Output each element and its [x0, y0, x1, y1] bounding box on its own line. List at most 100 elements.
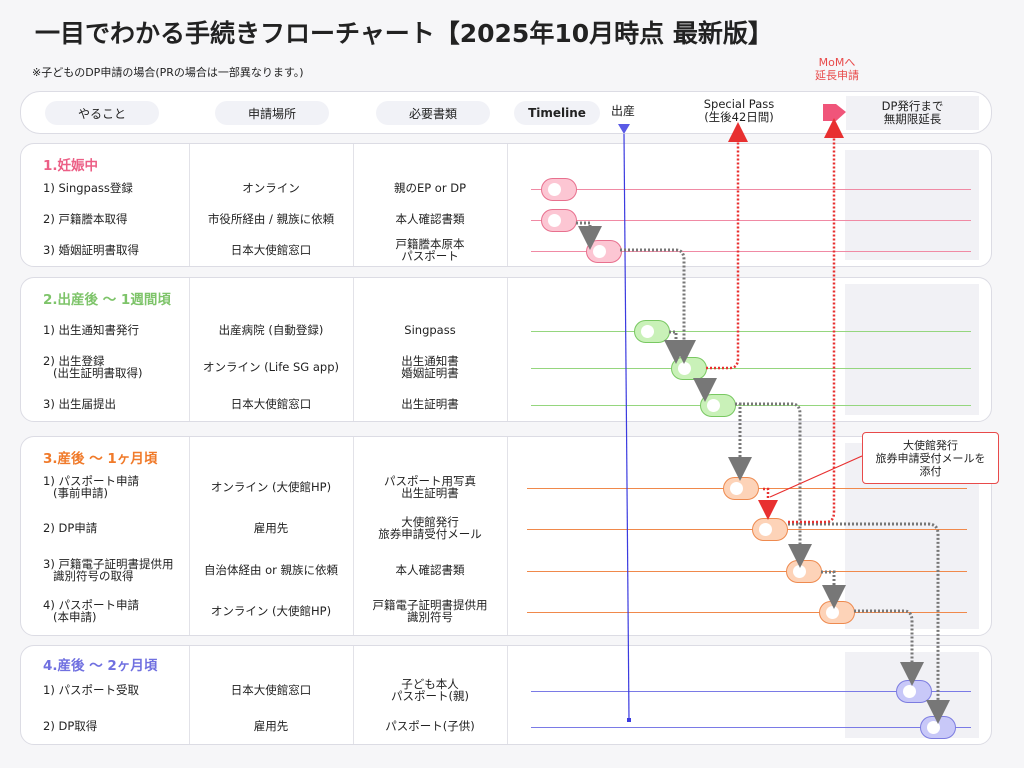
place-text: 市役所経由 / 親族に依頼 — [207, 212, 335, 226]
docs-text: 出生証明書 — [401, 486, 459, 500]
column-divider — [189, 144, 190, 266]
todo-text: 1) Singpass登録 — [43, 181, 133, 195]
header-timeline: Timeline — [514, 101, 600, 125]
row-docs: 戸籍電子証明書提供用 識別符号 — [353, 599, 507, 623]
step-marker[interactable] — [541, 209, 577, 232]
flow-arrow — [735, 402, 812, 568]
row-todo: 2) DP申請 — [43, 522, 97, 534]
place-text: 自治体経由 or 親族に依頼 — [203, 563, 339, 577]
docs-text: 旅券申請受付メール — [378, 527, 482, 541]
callout-to-dp-arrow — [758, 487, 778, 520]
flow-arrow — [854, 609, 924, 686]
column-divider — [507, 278, 508, 421]
docs-text: 出生証明書 — [401, 397, 459, 411]
dp-extension-line: DP発行まで — [881, 99, 944, 113]
row-docs: Singpass — [353, 324, 507, 336]
place-text: オンライン (Life SG app) — [202, 360, 340, 374]
row-todo: 2) DP取得 — [43, 720, 97, 732]
todo-text: 2) 出生登録 — [43, 354, 105, 368]
section-title: 2.出産後 〜 1週間頃 — [43, 292, 171, 308]
docs-text: 識別符号 — [407, 610, 453, 624]
place-text: オンライン (大使館HP) — [210, 480, 332, 494]
docs-text: 親のEP or DP — [393, 181, 467, 195]
row-place: 雇用先 — [189, 522, 353, 534]
row-docs: 出生通知書 婚姻証明書 — [353, 355, 507, 379]
row-docs: 出生証明書 — [353, 398, 507, 410]
row-place: オンライン (大使館HP) — [189, 481, 353, 493]
row-docs: 本人確認書類 — [353, 564, 507, 576]
callout-line: 大使館発行 — [903, 439, 958, 452]
birth-timeline-axis — [623, 133, 630, 721]
row-place: 日本大使館窓口 — [189, 398, 353, 410]
docs-text: パスポート用写真 — [384, 474, 476, 488]
timeline-track — [531, 189, 971, 190]
step-marker[interactable] — [541, 178, 577, 201]
column-divider — [507, 144, 508, 266]
mom-extension-label: MoMへ 延長申請 — [800, 56, 874, 82]
column-divider — [353, 278, 354, 421]
header-bar: やること 申請場所 必要書類 Timeline 出産 Special Pass(… — [20, 91, 992, 134]
docs-text: 戸籍謄本原本 — [395, 237, 465, 251]
row-place: オンライン (大使館HP) — [189, 605, 353, 617]
todo-text: 2) DP取得 — [43, 719, 98, 733]
extension-zone — [845, 284, 979, 415]
docs-text: パスポート — [401, 249, 459, 263]
column-divider — [189, 646, 190, 744]
mom-label-line: MoMへ — [818, 56, 856, 69]
place-text: 出産病院 (自動登録) — [218, 323, 324, 337]
section-2: 2.出産後 〜 1週間頃 1) 出生通知書発行 出産病院 (自動登録) Singpas… — [20, 277, 992, 422]
row-todo: 3) 婚姻証明書取得 — [43, 244, 139, 256]
row-docs: 親のEP or DP — [353, 182, 507, 194]
page-title: 一目でわかる手続きフローチャート【2025年10月時点 最新版】 — [35, 19, 773, 48]
todo-text: 2) 戸籍謄本取得 — [43, 212, 128, 226]
row-todo: 2) 戸籍謄本取得 — [43, 213, 127, 225]
step-marker[interactable] — [723, 477, 759, 500]
column-divider — [353, 144, 354, 266]
extension-zone — [845, 150, 979, 260]
section-1: 1.妊娠中 1) Singpass登録 オンライン 親のEP or DP 2) 戸籍謄本… — [20, 143, 992, 267]
timeline-track — [531, 368, 971, 369]
docs-text: パスポート(子供) — [385, 719, 475, 733]
todo-text: 1) パスポート申請 — [43, 474, 139, 488]
header-place: 申請場所 — [215, 101, 329, 125]
timeline-track — [531, 331, 971, 332]
place-text: 日本大使館窓口 — [230, 243, 312, 257]
todo-text: 3) 婚姻証明書取得 — [43, 243, 139, 257]
todo-text: (本申請) — [53, 610, 97, 624]
section-4: 4.産後 〜 2ヶ月頃 1) パスポート受取 日本大使館窓口 子ども本人 パスポート(親… — [20, 645, 992, 745]
row-docs: 子ども本人 パスポート(親) — [353, 678, 507, 702]
row-todo: 1) パスポート受取 — [43, 684, 139, 696]
column-divider — [507, 646, 508, 744]
todo-text: (事前申請) — [53, 486, 108, 500]
todo-text: 3) 出生届提出 — [43, 397, 116, 411]
docs-text: 本人確認書類 — [395, 212, 465, 226]
section-title: 1.妊娠中 — [43, 158, 99, 174]
row-todo: 1) Singpass登録 — [43, 182, 133, 194]
row-docs: パスポート(子供) — [353, 720, 507, 732]
docs-text: 戸籍電子証明書提供用 — [372, 598, 488, 612]
place-text: 日本大使館窓口 — [230, 397, 312, 411]
row-todo: 4) パスポート申請 (本申請) — [43, 599, 139, 623]
column-divider — [189, 278, 190, 421]
header-docs: 必要書類 — [376, 101, 490, 125]
note: ※子どものDP申請の場合(PRの場合は一部異なります。) — [32, 66, 304, 79]
row-docs: 戸籍謄本原本 パスポート — [353, 238, 507, 262]
header-todo: やること — [45, 101, 159, 125]
flow-arrow — [576, 221, 602, 250]
row-todo: 1) 出生通知書発行 — [43, 324, 139, 336]
row-place: オンライン (Life SG app) — [189, 361, 353, 373]
special-pass-line: (生後42日間) — [704, 110, 774, 124]
timeline-track — [531, 691, 971, 692]
callout-pointer — [769, 455, 863, 498]
docs-text: パスポート(親) — [391, 689, 469, 703]
flow-arrow — [821, 570, 846, 609]
todo-text: 1) パスポート受取 — [43, 683, 139, 697]
callout-line: 旅券申請受付メールを — [875, 452, 986, 465]
row-place: 雇用先 — [189, 720, 353, 732]
todo-text: 2) DP申請 — [43, 521, 98, 535]
timeline-track — [527, 529, 967, 530]
docs-text: 子ども本人 — [401, 677, 459, 691]
row-place: 日本大使館窓口 — [189, 684, 353, 696]
row-todo: 3) 出生届提出 — [43, 398, 116, 410]
